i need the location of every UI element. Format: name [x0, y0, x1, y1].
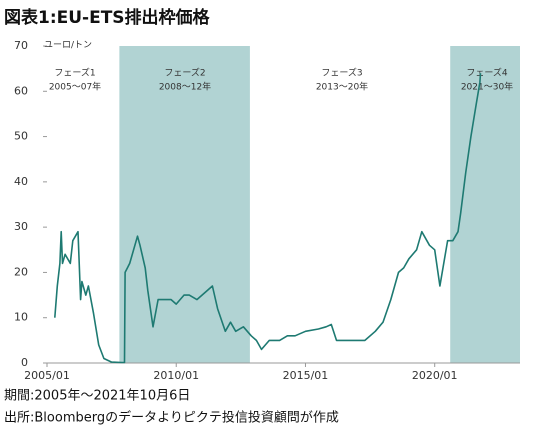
- phase-name: フェーズ1: [54, 67, 95, 79]
- phase-period: 2021〜30年: [461, 81, 513, 93]
- phase-period: 2008〜12年: [159, 81, 211, 93]
- y-tick-label: 0: [21, 356, 28, 369]
- phase-shade: [119, 46, 250, 363]
- x-tick-label: 2005/01: [24, 369, 70, 382]
- footnote: 期間:2005年〜2021年10月6日: [4, 389, 190, 404]
- phase-period: 2013〜20年: [316, 81, 368, 93]
- x-tick-label: 2020/01: [412, 369, 458, 382]
- y-tick-label: 10: [14, 311, 28, 324]
- y-tick-label: 70: [14, 39, 28, 52]
- footnote: 出所:Bloombergのデータよりピクテ投信投資顧問が作成: [4, 410, 339, 426]
- phase-name: フェーズ4: [466, 67, 508, 79]
- y-tick-label: 60: [14, 84, 28, 97]
- x-tick-label: 2015/01: [283, 369, 329, 382]
- x-tick-label: 2010/01: [153, 369, 199, 382]
- phase-name: フェーズ3: [321, 67, 362, 79]
- phase-period: 2005〜07年: [49, 81, 101, 93]
- price-line: [54, 73, 482, 364]
- y-tick-label: 50: [14, 130, 28, 143]
- y-tick-label: 20: [14, 265, 28, 278]
- y-tick-label: 30: [14, 220, 28, 233]
- y-tick-label: 40: [14, 175, 28, 188]
- chart-title: 図表1:EU-ETS排出枠価格: [4, 7, 211, 28]
- phase-name: フェーズ2: [164, 67, 205, 79]
- y-axis-label: ユーロ/トン: [44, 41, 92, 51]
- phase-shade: [450, 46, 520, 363]
